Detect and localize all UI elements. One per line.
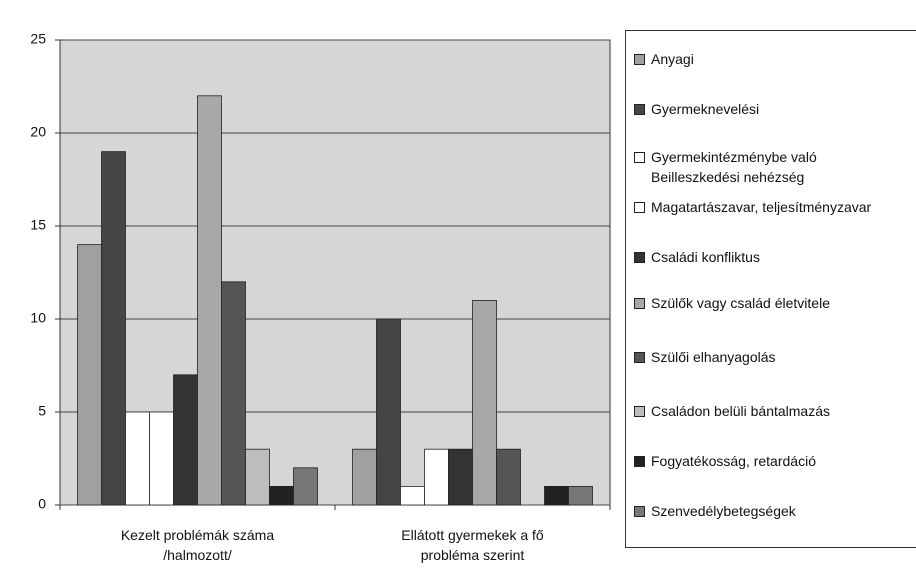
bar — [448, 448, 473, 506]
bar — [293, 467, 318, 506]
legend-swatch — [634, 298, 645, 309]
legend-item: Gyermekintézménybe való Beilleszkedési n… — [634, 147, 916, 187]
legend-swatch — [634, 352, 645, 363]
bar — [472, 299, 497, 506]
bar — [269, 485, 294, 506]
bar — [245, 448, 270, 506]
bar — [101, 151, 126, 506]
bar — [77, 244, 102, 506]
legend-label: Családi konfliktus — [651, 249, 760, 265]
legend-label: Anyagi — [651, 51, 694, 67]
legend-swatch — [634, 202, 645, 213]
legend-label: Szülők vagy család életvitele — [651, 295, 830, 311]
y-tick-label: 15 — [30, 217, 46, 233]
legend-label: Fogyatékosság, retardáció — [651, 453, 816, 469]
legend-item: Szenvedélybetegségek — [634, 501, 916, 521]
legend-swatch — [634, 506, 645, 517]
bar — [221, 281, 246, 506]
y-tick-label: 5 — [38, 403, 46, 419]
y-tick-label: 0 — [38, 496, 46, 512]
bar — [376, 318, 401, 506]
y-tick-label: 10 — [30, 310, 46, 326]
legend-label: Gyermekintézménybe való Beilleszkedési n… — [651, 149, 817, 185]
legend-label: Szenvedélybetegségek — [651, 503, 796, 519]
legend-item: Fogyatékosság, retardáció — [634, 451, 916, 471]
y-tick-label: 25 — [30, 31, 46, 47]
bar — [173, 374, 198, 506]
legend-swatch — [634, 406, 645, 417]
legend-item: Szülők vagy család életvitele — [634, 293, 916, 313]
bar — [568, 485, 593, 506]
legend-label: Családon belüli bántalmazás — [651, 403, 830, 419]
bar — [352, 448, 377, 506]
legend-item: Anyagi — [634, 49, 916, 69]
legend-label: Szülői elhanyagolás — [651, 349, 776, 365]
legend-item: Családon belüli bántalmazás — [634, 401, 916, 421]
legend-item: Gyermeknevelési — [634, 99, 916, 119]
legend-label: Magatartászavar, teljesítményzavar — [651, 199, 872, 215]
legend-swatch — [634, 152, 645, 163]
bar — [496, 448, 521, 506]
x-tick-label: Ellátott gyermekek a fő probléma szerint — [401, 527, 544, 563]
y-tick-label: 20 — [30, 124, 46, 140]
legend-item: Szülői elhanyagolás — [634, 347, 916, 367]
bar — [149, 411, 174, 506]
legend: Anyagi Gyermeknevelési Gyermekintézménybe … — [625, 30, 916, 548]
bar — [424, 448, 449, 506]
legend-item: Magatartászavar, teljesítményzavar — [634, 197, 916, 217]
legend-swatch — [634, 456, 645, 467]
legend-swatch — [634, 104, 645, 115]
bar — [125, 411, 150, 506]
bar — [197, 95, 222, 506]
legend-swatch — [634, 54, 645, 65]
bar — [400, 485, 425, 506]
bar — [544, 485, 569, 506]
x-tick-label: Kezelt problémák száma /halmozott/ — [120, 527, 275, 563]
legend-label: Gyermeknevelési — [651, 101, 760, 117]
legend-item: Családi konfliktus — [634, 247, 916, 267]
legend-swatch — [634, 252, 645, 263]
